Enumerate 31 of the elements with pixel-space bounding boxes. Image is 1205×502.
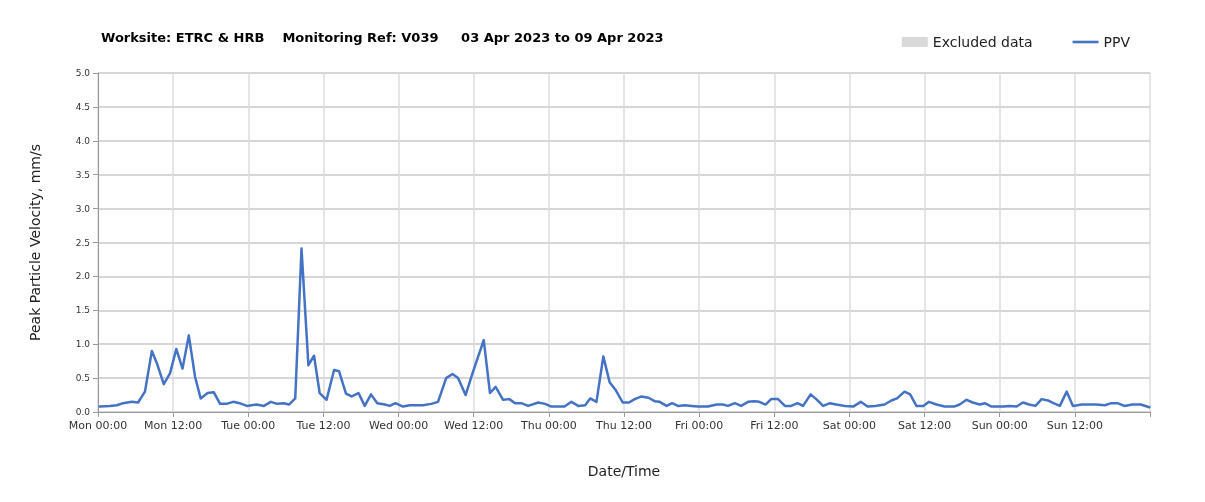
legend-label: PPV bbox=[1103, 34, 1131, 50]
y-tick-label: 3.0 bbox=[75, 203, 91, 214]
x-tick-label: Thu 12:00 bbox=[595, 419, 652, 432]
x-tick-label: Wed 00:00 bbox=[368, 419, 429, 432]
x-tick-label: Mon 00:00 bbox=[68, 419, 128, 432]
chart-title: Worksite: ETRC & HRB Monitoring Ref: V039 03 Apr 2023 to 09 Apr 2023 bbox=[101, 30, 664, 45]
y-tick-label: 4.0 bbox=[75, 135, 91, 146]
legend-label: Excluded data bbox=[932, 34, 1033, 50]
y-tick-label: 0.0 bbox=[75, 407, 91, 417]
x-tick-label: Sun 12:00 bbox=[1046, 419, 1103, 432]
x-tick-label: Fri 00:00 bbox=[674, 419, 724, 432]
y-tick-label: 1.5 bbox=[75, 305, 90, 316]
x-tick-label: Sun 00:00 bbox=[971, 419, 1028, 432]
line-series bbox=[98, 247, 1151, 409]
x-tick-label: Mon 12:00 bbox=[143, 419, 203, 432]
x-tick-label: Thu 00:00 bbox=[519, 419, 577, 432]
x-tick-label: Sat 00:00 bbox=[822, 419, 877, 432]
y-tick-label: 2.0 bbox=[75, 271, 91, 282]
y-tick-label: 2.5 bbox=[75, 237, 90, 248]
x-tick-label: Tue 12:00 bbox=[295, 419, 351, 432]
y-tick-label: 3.5 bbox=[75, 169, 90, 180]
x-tick-label: Wed 12:00 bbox=[444, 419, 504, 432]
y-tick-label: 4.5 bbox=[75, 101, 90, 112]
y-tick-label: 5.0 bbox=[75, 68, 91, 78]
x-axis-title: Date/Time bbox=[587, 463, 661, 479]
y-tick-label: 1.0 bbox=[75, 339, 91, 350]
y-tick-label: 0.5 bbox=[75, 373, 90, 384]
x-tick-label: Tue 00:00 bbox=[220, 419, 276, 432]
y-axis-title: Peak Particle Velocity, mm/s bbox=[27, 144, 43, 341]
x-tick-label: Fri 12:00 bbox=[750, 419, 799, 432]
x-tick-label: Sat 12:00 bbox=[897, 419, 952, 432]
